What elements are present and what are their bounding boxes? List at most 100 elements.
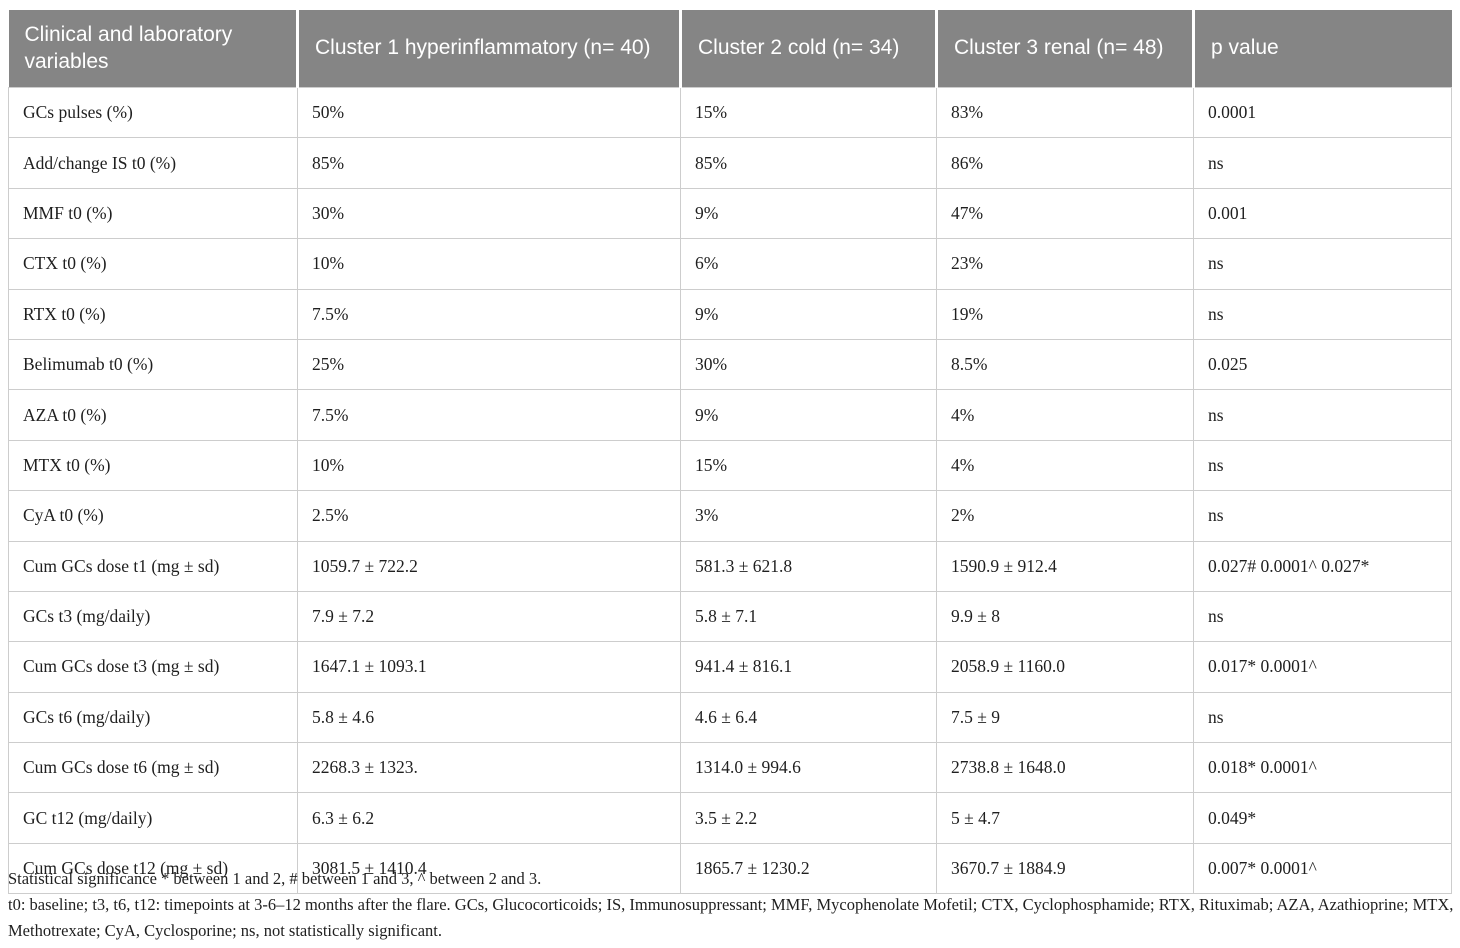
clinical-variables-table: Clinical and laboratory variables Cluster… (8, 10, 1452, 895)
column-header: Clinical and laboratory variables (8, 10, 298, 88)
value-cell: 6% (680, 238, 937, 290)
value-cell: 8.5% (936, 338, 1194, 391)
column-header: p value (1192, 10, 1452, 88)
value-cell: ns (1193, 288, 1452, 340)
variable-cell: CyA t0 (%) (8, 490, 298, 542)
value-cell: 23% (936, 238, 1194, 290)
table-row: GCs t3 (mg/daily) 7.9 ± 7.2 5.8 ± 7.1 9.9 ±… (8, 590, 1452, 643)
variable-cell: Cum GCs dose t3 (mg ± sd) (8, 641, 298, 693)
table-row: GCs t6 (mg/daily) 5.8 ± 4.6 4.6 ± 6.4 7.5 ±… (8, 691, 1452, 744)
footnote-abbreviations: t0: baseline; t3, t6, t12: timepoints at… (8, 895, 1454, 940)
value-cell: 5.8 ± 7.1 (680, 590, 937, 643)
value-cell: 3670.7 ± 1884.9 (936, 842, 1194, 895)
table-row: Cum GCs dose t12 (mg ± sd) 3081.5 ± 1410.… (8, 842, 1452, 895)
table-row: GC t12 (mg/daily) 6.3 ± 6.2 3.5 ± 2.2 5 ± 4… (8, 792, 1452, 844)
value-cell: 581.3 ± 621.8 (680, 540, 937, 592)
value-cell: 0.027# 0.0001^ 0.027* (1193, 540, 1452, 592)
value-cell: ns (1193, 137, 1452, 189)
variable-cell: GC t12 (mg/daily) (8, 792, 298, 844)
value-cell: 2058.9 ± 1160.0 (936, 641, 1194, 693)
value-cell: 19% (936, 288, 1194, 340)
value-cell: 9.9 ± 8 (936, 590, 1194, 643)
variable-cell: GCs t3 (mg/daily) (8, 590, 298, 643)
value-cell: 10% (297, 238, 681, 290)
value-cell: 0.001 (1193, 187, 1452, 240)
value-cell: 7.5% (297, 389, 681, 441)
value-cell: ns (1193, 590, 1452, 643)
table-row: Cum GCs dose t3 (mg ± sd) 1647.1 ± 1093.1… (8, 641, 1452, 693)
variable-cell: Cum GCs dose t12 (mg ± sd) (8, 842, 298, 895)
table-row: Cum GCs dose t1 (mg ± sd) 1059.7 ± 722.2 5… (8, 540, 1452, 592)
value-cell: 941.4 ± 816.1 (680, 641, 937, 693)
table-row: CyA t0 (%) 2.5% 3% 2% ns (8, 490, 1452, 542)
table-row: Cum GCs dose t6 (mg ± sd) 2268.3 ± 1323. 1… (8, 742, 1452, 794)
variable-cell: Cum GCs dose t1 (mg ± sd) (8, 540, 298, 592)
table-row: CTX t0 (%) 10% 6% 23% ns (8, 238, 1452, 290)
value-cell: 0.025 (1193, 338, 1452, 391)
value-cell: 0.018* 0.0001^ (1193, 742, 1452, 794)
value-cell: 85% (680, 137, 937, 189)
value-cell: 30% (680, 338, 937, 391)
value-cell: 9% (680, 389, 937, 441)
value-cell: 4.6 ± 6.4 (680, 691, 937, 744)
value-cell: 0.007* 0.0001^ (1193, 842, 1452, 895)
column-header: Cluster 2 cold (n= 34) (679, 10, 937, 88)
value-cell: 47% (936, 187, 1194, 240)
table-row: AZA t0 (%) 7.5% 9% 4% ns (8, 389, 1452, 441)
value-cell: 2268.3 ± 1323. (297, 742, 681, 794)
value-cell: 7.5 ± 9 (936, 691, 1194, 744)
value-cell: 0.017* 0.0001^ (1193, 641, 1452, 693)
value-cell: 1590.9 ± 912.4 (936, 540, 1194, 592)
value-cell: 3.5 ± 2.2 (680, 792, 937, 844)
value-cell: 9% (680, 187, 937, 240)
value-cell: 30% (297, 187, 681, 240)
value-cell: 25% (297, 338, 681, 391)
clinical-variables-table-wrap: Clinical and laboratory variables Cluster… (8, 10, 1452, 895)
value-cell: 7.9 ± 7.2 (297, 590, 681, 643)
table-row: MMF t0 (%) 30% 9% 47% 0.001 (8, 187, 1452, 240)
value-cell: 0.0001 (1193, 86, 1452, 139)
value-cell: 83% (936, 86, 1194, 139)
variable-cell: Cum GCs dose t6 (mg ± sd) (8, 742, 298, 794)
value-cell: 50% (297, 86, 681, 139)
footnote-significance: Statistical significance * between 1 and… (8, 869, 542, 888)
variable-cell: CTX t0 (%) (8, 238, 298, 290)
table-row: MTX t0 (%) 10% 15% 4% ns (8, 439, 1452, 492)
value-cell: 2% (936, 490, 1194, 542)
value-cell: 86% (936, 137, 1194, 189)
value-cell: 2.5% (297, 490, 681, 542)
value-cell: 4% (936, 439, 1194, 492)
value-cell: 85% (297, 137, 681, 189)
value-cell: 10% (297, 439, 681, 492)
table-body: GCs pulses (%) 50% 15% 83% 0.0001 Add/change … (8, 86, 1452, 895)
table-row: Add/change IS t0 (%) 85% 85% 86% ns (8, 137, 1452, 189)
value-cell: ns (1193, 389, 1452, 441)
column-header: Cluster 1 hyperinflammatory (n= 40) (296, 10, 681, 88)
value-cell: 2738.8 ± 1648.0 (936, 742, 1194, 794)
value-cell: 1865.7 ± 1230.2 (680, 842, 937, 895)
value-cell: 3% (680, 490, 937, 542)
value-cell: 7.5% (297, 288, 681, 340)
variable-cell: MMF t0 (%) (8, 187, 298, 240)
table-row: Belimumab t0 (%) 25% 30% 8.5% 0.025 (8, 338, 1452, 391)
column-header: Cluster 3 renal (n= 48) (935, 10, 1194, 88)
value-cell: 15% (680, 439, 937, 492)
variable-cell: AZA t0 (%) (8, 389, 298, 441)
table-header: Clinical and laboratory variables Cluster… (8, 10, 1452, 88)
value-cell: ns (1193, 238, 1452, 290)
variable-cell: MTX t0 (%) (8, 439, 298, 492)
value-cell: 9% (680, 288, 937, 340)
value-cell: 0.049* (1193, 792, 1452, 844)
value-cell: ns (1193, 490, 1452, 542)
value-cell: 5.8 ± 4.6 (297, 691, 681, 744)
variable-cell: GCs t6 (mg/daily) (8, 691, 298, 744)
value-cell: ns (1193, 439, 1452, 492)
value-cell: 1647.1 ± 1093.1 (297, 641, 681, 693)
table-row: RTX t0 (%) 7.5% 9% 19% ns (8, 288, 1452, 340)
value-cell: 5 ± 4.7 (936, 792, 1194, 844)
variable-cell: RTX t0 (%) (8, 288, 298, 340)
variable-cell: Belimumab t0 (%) (8, 338, 298, 391)
table-footnotes: Statistical significance * between 1 and… (8, 866, 1456, 944)
value-cell: ns (1193, 691, 1452, 744)
